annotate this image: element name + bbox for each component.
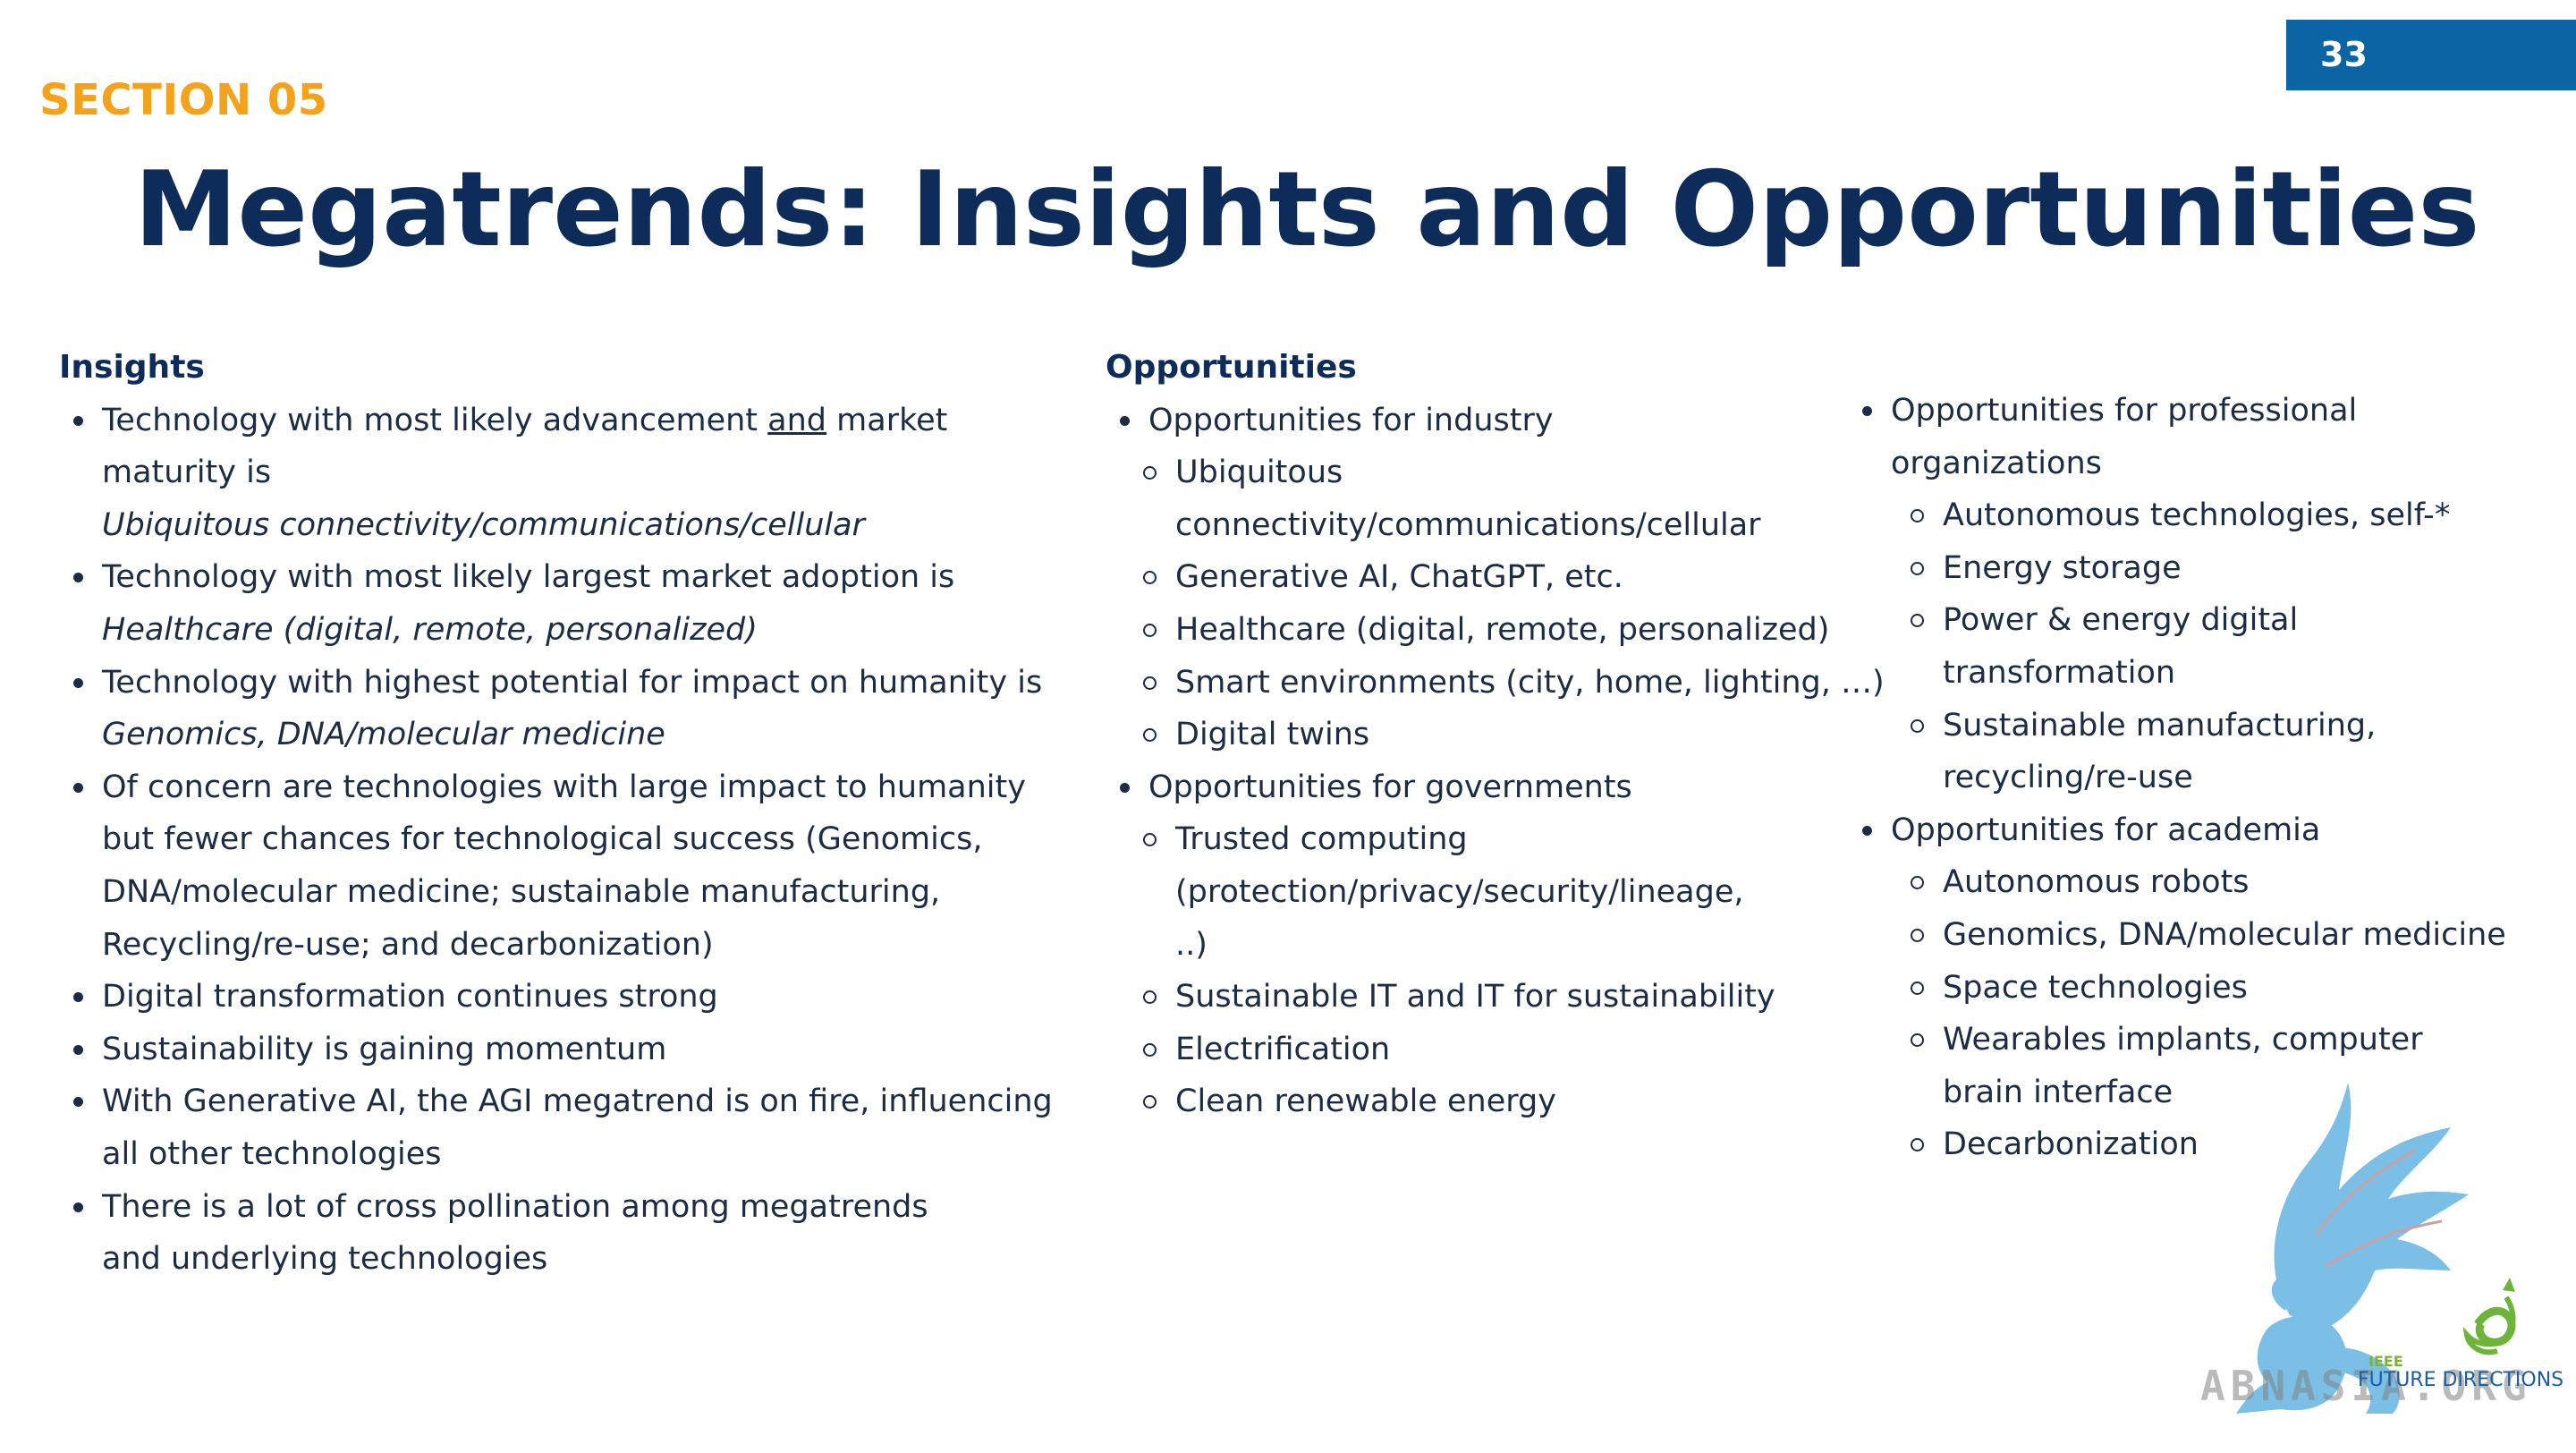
insight-text: Technology with highest potential for im… — [102, 664, 1043, 701]
list-item: Healthcare (digital, remote, personalize… — [1106, 604, 1839, 657]
opportunity-group-industry: Opportunities for industry — [1106, 395, 1839, 447]
list-item: Digital transformation continues strong — [59, 971, 1061, 1024]
list-item: Autonomous technologies, self-* — [1848, 489, 2537, 542]
opportunity-group-academia: Opportunities for academia — [1848, 804, 2537, 857]
list-item: Of concern are technologies with large i… — [59, 761, 1050, 971]
group-label: Opportunities for academia — [1891, 811, 2321, 848]
list-item: Generative AI, ChatGPT, etc. — [1106, 551, 1839, 604]
insights-list: Technology with most likely advancement … — [59, 395, 1061, 1286]
list-item: Autonomous robots — [1848, 856, 2537, 909]
list-item: Wearables implants, computer brain inter… — [1848, 1014, 2537, 1118]
list-item: With Generative AI, the AGI megatrend is… — [59, 1075, 1068, 1180]
opportunities-column-2: Opportunities for professional organizat… — [1848, 385, 2537, 1171]
insight-italic: Ubiquitous connectivity/communications/c… — [102, 506, 865, 543]
insights-heading: Insights — [59, 349, 205, 386]
list-item: Genomics, DNA/molecular medicine — [1848, 909, 2537, 962]
opportunities-column: Opportunities Opportunities for industry… — [1106, 342, 1885, 1128]
logo-tag: IEEE — [2368, 1353, 2403, 1370]
opportunities-list-2: Opportunities for professional organizat… — [1848, 385, 2537, 1171]
list-item: Space technologies — [1848, 962, 2537, 1015]
slide-title: Megatrends: Insights and Opportunities — [134, 149, 2480, 270]
list-item: Ubiquitous connectivity/communications/c… — [1106, 446, 1839, 551]
list-item: Clean renewable energy — [1106, 1075, 1839, 1128]
list-item: Energy storage — [1848, 542, 2537, 595]
insight-underlined: and — [767, 402, 827, 438]
opportunities-heading: Opportunities — [1106, 349, 1357, 386]
list-item: Decarbonization — [1848, 1118, 2537, 1171]
list-item: Digital twins — [1106, 709, 1839, 761]
list-item: Sustainable manufacturing, recycling/re-… — [1848, 700, 2537, 804]
group-label: Opportunities for professional organizat… — [1891, 393, 2358, 481]
group-label: Opportunities for industry — [1148, 402, 1554, 438]
griffin-icon — [2236, 1083, 2516, 1414]
list-item: There is a lot of cross pollination amon… — [59, 1181, 996, 1286]
item-text: Ubiquitous connectivity/communications/c… — [1175, 455, 1761, 543]
list-item: Technology with most likely advancement … — [59, 395, 1061, 552]
list-item: Electrification — [1106, 1024, 1839, 1076]
list-item: Trusted computing (protection/privacy/se… — [1106, 813, 1839, 971]
list-item: Sustainability is gaining momentum — [59, 1024, 1061, 1076]
item-text: Trusted computing (protection/privacy/se… — [1175, 821, 1744, 963]
page-number: 33 — [2320, 35, 2368, 74]
insight-italic: Genomics, DNA/molecular medicine — [102, 717, 665, 753]
future-directions-logo — [2182, 1056, 2576, 1449]
section-label: SECTION 05 — [39, 75, 328, 125]
opportunities-list: Opportunities for industry Ubiquitous co… — [1106, 395, 1885, 1128]
insight-text: Technology with most likely advancement — [102, 402, 768, 438]
list-item: Technology with highest potential for im… — [59, 657, 1061, 761]
list-item: Sustainable IT and IT for sustainability — [1106, 971, 1839, 1024]
page-number-badge: 33 — [2286, 20, 2576, 90]
list-item: Power & energy digital transformation — [1848, 594, 2537, 699]
watermark-text: ABNASIA.ORG — [2200, 1362, 2532, 1410]
insight-text: Technology with most likely largest mark… — [102, 559, 955, 596]
insight-italic: Healthcare (digital, remote, personalize… — [102, 611, 758, 648]
logo-text: FUTURE DIRECTIONS — [2358, 1369, 2564, 1391]
item-text: Sustainable manufacturing, recycling/re-… — [1943, 707, 2377, 796]
group-label: Opportunities for governments — [1148, 769, 1632, 805]
opportunity-group-governments: Opportunities for governments — [1106, 761, 1839, 814]
list-item: Smart environments (city, home, lighting… — [1106, 657, 1885, 710]
list-item: Technology with most likely largest mark… — [59, 551, 1061, 656]
swirl-icon — [2462, 1278, 2516, 1355]
opportunity-group-professional: Opportunities for professional organizat… — [1848, 385, 2537, 489]
insight-text: market maturity is — [102, 402, 948, 491]
item-text: Wearables implants, computer brain inter… — [1943, 1022, 2423, 1110]
insights-column: Insights Technology with most likely adv… — [59, 342, 1061, 1286]
